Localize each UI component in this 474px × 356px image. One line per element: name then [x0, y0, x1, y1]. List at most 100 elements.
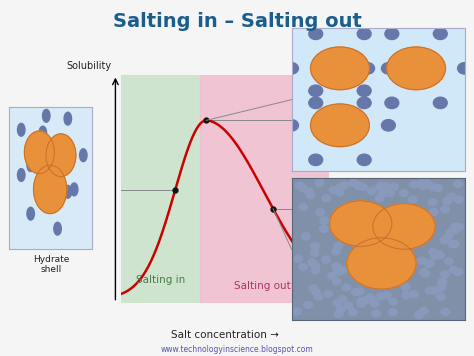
Circle shape [400, 190, 408, 197]
Circle shape [450, 227, 458, 234]
Circle shape [43, 109, 50, 122]
Circle shape [431, 250, 440, 257]
Circle shape [450, 240, 459, 247]
Circle shape [335, 311, 343, 318]
Circle shape [64, 112, 72, 125]
Circle shape [322, 256, 330, 263]
Circle shape [455, 223, 464, 230]
Circle shape [299, 263, 308, 271]
Circle shape [410, 181, 419, 188]
Circle shape [423, 179, 431, 187]
Circle shape [333, 299, 342, 306]
Circle shape [446, 229, 455, 236]
Circle shape [357, 300, 366, 308]
Circle shape [438, 278, 447, 286]
Circle shape [378, 190, 387, 197]
Circle shape [451, 223, 460, 230]
Bar [200, 75, 329, 303]
Circle shape [299, 184, 307, 192]
Circle shape [311, 262, 319, 269]
Circle shape [309, 284, 318, 292]
Circle shape [425, 287, 434, 294]
Circle shape [428, 248, 438, 256]
Circle shape [43, 183, 50, 195]
Circle shape [421, 270, 429, 277]
Ellipse shape [387, 47, 446, 90]
Circle shape [383, 292, 391, 299]
Circle shape [320, 217, 328, 224]
Circle shape [337, 306, 345, 313]
Circle shape [381, 182, 390, 189]
Circle shape [430, 287, 438, 294]
Circle shape [454, 180, 463, 188]
Circle shape [401, 284, 410, 291]
Ellipse shape [46, 134, 76, 177]
Circle shape [340, 182, 349, 189]
Circle shape [437, 284, 445, 292]
Circle shape [314, 293, 323, 300]
Circle shape [385, 28, 399, 40]
Circle shape [457, 63, 472, 74]
Circle shape [332, 248, 340, 255]
Circle shape [376, 293, 385, 300]
Ellipse shape [34, 165, 67, 214]
Circle shape [356, 288, 364, 295]
Circle shape [344, 302, 353, 309]
Circle shape [80, 149, 87, 162]
Circle shape [362, 297, 370, 304]
Circle shape [428, 199, 437, 206]
Circle shape [436, 252, 444, 259]
Circle shape [309, 154, 323, 166]
Circle shape [357, 298, 365, 305]
Circle shape [433, 97, 447, 109]
Text: Salt concentration →: Salt concentration → [171, 330, 279, 340]
Circle shape [27, 159, 35, 172]
Circle shape [434, 184, 442, 192]
Circle shape [440, 206, 449, 213]
Circle shape [415, 311, 424, 318]
Circle shape [334, 242, 343, 250]
Circle shape [311, 242, 319, 250]
Circle shape [361, 63, 374, 74]
Text: Hydrate
shell: Hydrate shell [33, 255, 69, 274]
Circle shape [434, 251, 443, 258]
Circle shape [428, 184, 437, 191]
Circle shape [389, 298, 398, 305]
Circle shape [385, 97, 399, 109]
Text: Solubility: Solubility [66, 61, 111, 71]
Circle shape [437, 284, 446, 291]
Circle shape [71, 183, 78, 196]
Circle shape [54, 144, 61, 157]
Circle shape [18, 168, 25, 181]
Circle shape [39, 171, 46, 184]
Circle shape [336, 184, 345, 191]
Circle shape [305, 188, 313, 195]
Circle shape [444, 233, 452, 240]
Circle shape [375, 183, 384, 190]
Circle shape [319, 225, 328, 232]
Bar [121, 75, 200, 303]
Circle shape [308, 259, 317, 266]
Circle shape [447, 193, 456, 200]
Ellipse shape [347, 238, 416, 289]
Circle shape [292, 308, 301, 315]
Circle shape [408, 196, 417, 203]
Circle shape [438, 281, 446, 288]
Ellipse shape [25, 131, 54, 174]
Circle shape [443, 198, 451, 205]
Circle shape [419, 269, 428, 276]
Circle shape [455, 196, 463, 203]
Ellipse shape [329, 201, 392, 246]
Circle shape [306, 192, 315, 199]
Circle shape [354, 182, 363, 189]
Circle shape [358, 183, 367, 190]
Circle shape [299, 203, 308, 210]
Text: www.technologyinscience.blogspot.com: www.technologyinscience.blogspot.com [161, 345, 313, 354]
Circle shape [332, 263, 341, 270]
Text: Salting out: Salting out [234, 281, 291, 290]
Circle shape [334, 265, 343, 272]
Circle shape [328, 272, 337, 279]
Circle shape [431, 252, 439, 260]
Circle shape [402, 292, 410, 299]
Circle shape [367, 187, 376, 194]
